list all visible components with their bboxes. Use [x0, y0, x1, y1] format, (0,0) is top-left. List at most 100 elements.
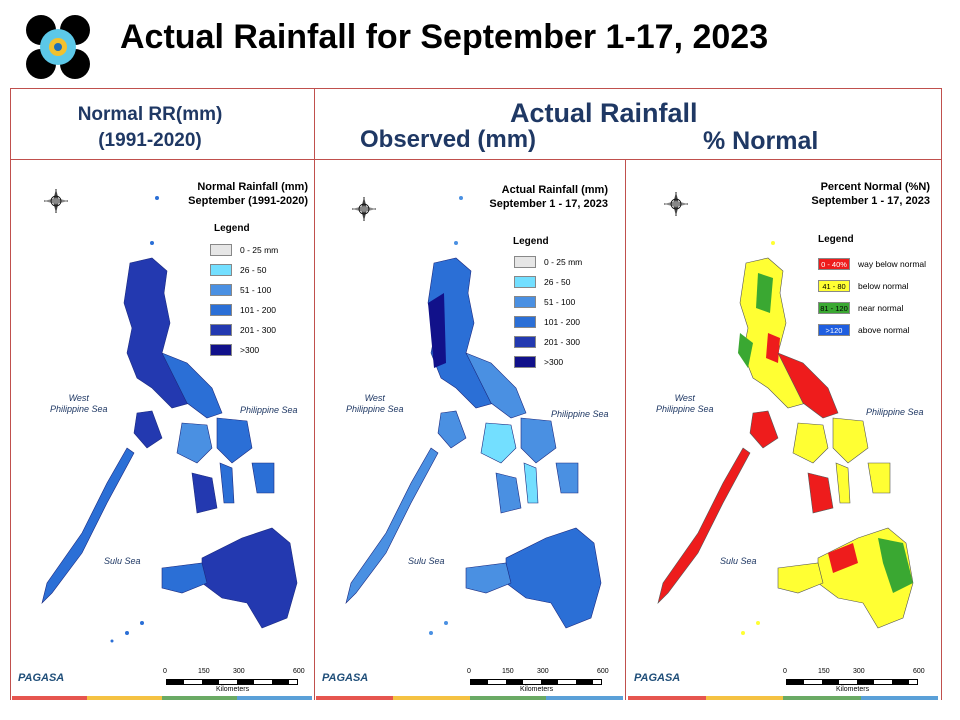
legend-label: 201 - 300	[544, 337, 580, 347]
scale-tick-label: 600	[597, 668, 609, 675]
legend-label: 26 - 50	[240, 265, 267, 275]
footer-color-segment	[628, 696, 706, 700]
scale-unit-label: Kilometers	[520, 686, 554, 693]
normal-period-header: (1991-2020)	[98, 130, 202, 151]
scale-unit-label: Kilometers	[216, 686, 250, 693]
footer-color-segment	[469, 696, 547, 700]
footer-color-segment	[546, 696, 623, 700]
scale-unit-label: Kilometers	[836, 686, 870, 693]
scale-tick-label: 300	[233, 668, 245, 675]
percent-normal-header: % Normal	[703, 127, 819, 155]
scale-bar-graphic	[470, 679, 602, 685]
footer-color-segment	[12, 696, 87, 700]
scale-tick-label: 300	[537, 668, 549, 675]
compass-rose-icon	[44, 189, 68, 213]
map-title-line2: September (1991-2020)	[188, 195, 308, 207]
legend-swatch: 41 - 80	[818, 280, 850, 292]
scale-tick-label: 300	[853, 668, 865, 675]
legend-swatch	[210, 304, 232, 316]
map-title-line1: Actual Rainfall (mm)	[501, 184, 608, 196]
scale-tick-label: 0	[163, 668, 167, 675]
actual-rainfall-map-panel: Actual Rainfall (mm) September 1 - 17, 2…	[316, 163, 616, 698]
legend-label: 0 - 25 mm	[240, 245, 279, 255]
scale-tick-label: 150	[818, 668, 830, 675]
legend-label: above normal	[858, 325, 910, 335]
scale-tick-label: 0	[783, 668, 787, 675]
scale-bar: 0 150 300 600 Kilometers	[783, 668, 926, 694]
observed-header: Observed (mm)	[360, 126, 537, 153]
legend-label: >300	[544, 357, 564, 367]
normal-rainfall-map	[41, 189, 298, 643]
pagasa-logo: PAGASA	[634, 672, 681, 684]
footer-color-segment	[87, 696, 162, 700]
legend-swatch	[514, 336, 536, 348]
pagasa-logo: PAGASA	[322, 672, 369, 684]
map-title-line1: Normal Rainfall (mm)	[197, 181, 308, 193]
map-title-line1: Percent Normal (%N)	[820, 181, 930, 193]
scale-bar: 0 150 300 600 Kilometers	[467, 668, 610, 694]
footer-color-segment	[705, 696, 783, 700]
legend-label: below normal	[858, 281, 909, 291]
footer-color-segment	[783, 696, 861, 700]
legend-label: way below normal	[858, 259, 927, 269]
map-title-line2: September 1 - 17, 2023	[489, 198, 608, 210]
scale-bar-graphic	[786, 679, 918, 685]
footer-color-segment	[162, 696, 237, 700]
west-philippine-sea-label: West Philippine Sea	[656, 393, 714, 414]
legend-swatch	[210, 264, 232, 276]
map-title-line2: September 1 - 17, 2023	[811, 195, 930, 207]
legend-title: Legend	[214, 223, 250, 234]
legend-label: 101 - 200	[544, 317, 580, 327]
percent-normal-map-panel: Percent Normal (%N) September 1 - 17, 20…	[628, 163, 938, 698]
sulu-sea-label: Sulu Sea	[104, 556, 141, 566]
philippine-sea-label: Philippine Sea	[240, 405, 298, 415]
normal-rainfall-map-panel: Normal Rainfall (mm) September (1991-202…	[12, 163, 312, 698]
dost-logo	[24, 14, 92, 80]
compass-rose-icon	[352, 197, 376, 221]
footer-color-segment	[860, 696, 938, 700]
legend-swatch	[210, 344, 232, 356]
scale-tick-label: 150	[502, 668, 514, 675]
legend-title: Legend	[513, 236, 549, 247]
scale-tick-label: 600	[293, 668, 305, 675]
legend-swatch: 81 - 120	[818, 302, 850, 314]
actual-rainfall-header: Actual Rainfall	[510, 98, 698, 128]
legend-title: Legend	[818, 234, 854, 245]
legend-label: 51 - 100	[240, 285, 272, 295]
page-title: Actual Rainfall for September 1-17, 2023	[120, 18, 769, 56]
legend-label: >300	[240, 345, 260, 355]
philippine-sea-label: Philippine Sea	[551, 409, 609, 419]
legend-label: 201 - 300	[240, 325, 276, 335]
legend-swatch	[514, 356, 536, 368]
legend-label: 0 - 25 mm	[544, 257, 583, 267]
legend-swatch	[210, 244, 232, 256]
scale-bar-graphic	[166, 679, 298, 685]
scale-tick-label: 600	[913, 668, 925, 675]
footer-color-segment	[392, 696, 470, 700]
scale-bar: 0 150 300 600 Kilometers	[163, 668, 306, 694]
legend-swatch	[514, 256, 536, 268]
normal-header: Normal RR(mm)	[77, 104, 223, 125]
legend-label: 51 - 100	[544, 297, 576, 307]
sulu-sea-label: Sulu Sea	[408, 556, 445, 566]
philippine-sea-label: Philippine Sea	[866, 407, 924, 417]
percent-normal-map	[657, 192, 914, 635]
scale-tick-label: 0	[467, 668, 471, 675]
footer-color-segment	[316, 696, 393, 700]
legend-label: 26 - 50	[544, 277, 571, 287]
sulu-sea-label: Sulu Sea	[720, 556, 757, 566]
legend-label: near normal	[858, 303, 904, 313]
legend-swatch	[514, 296, 536, 308]
west-philippine-sea-label: West Philippine Sea	[346, 393, 404, 414]
legend-swatch: >120	[818, 324, 850, 336]
legend-swatch	[514, 276, 536, 288]
pagasa-logo: PAGASA	[18, 672, 65, 684]
legend-swatch: 0 - 40%	[818, 258, 850, 270]
west-philippine-sea-label: West Philippine Sea	[50, 393, 108, 414]
legend-swatch	[514, 316, 536, 328]
legend-swatch	[210, 284, 232, 296]
footer-color-segment	[237, 696, 312, 700]
legend-swatch	[210, 324, 232, 336]
scale-tick-label: 150	[198, 668, 210, 675]
legend-label: 101 - 200	[240, 305, 276, 315]
